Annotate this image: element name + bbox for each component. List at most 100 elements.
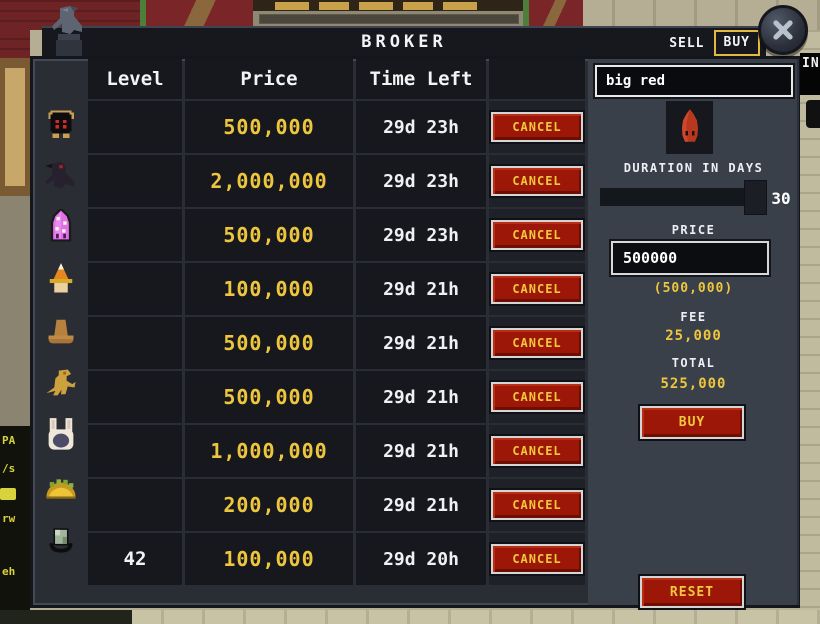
cancel-button[interactable]: CANCEL (489, 164, 585, 198)
cell-level (88, 155, 182, 207)
cell-actions: CANCEL (489, 263, 585, 315)
listing-item-candy-corn-helmet[interactable] (43, 261, 79, 297)
background-left-edge: PA /s rw eh (0, 30, 30, 624)
cell-price: 100,000 (185, 263, 353, 315)
chat-fragment: /s (2, 462, 16, 475)
total-label: TOTAL (671, 356, 716, 370)
cell-price: 500,000 (185, 209, 353, 261)
listing-item-bunny-mask[interactable] (43, 417, 79, 453)
cell-actions: CANCEL (489, 425, 585, 477)
cell-price: 500,000 (185, 317, 353, 369)
reset-button[interactable]: RESET (638, 574, 746, 610)
cell-level (88, 371, 182, 423)
listings-table: Level Price Time Left 500,000 29d 23h CA… (88, 59, 585, 585)
column-header-time-left: Time Left (356, 59, 486, 99)
duration-value: 30 (771, 189, 791, 208)
cell-time-left: 29d 20h (356, 533, 486, 585)
cancel-button[interactable]: CANCEL (489, 380, 585, 414)
mode-tabs: SELL BUY (669, 28, 760, 58)
background-right-wall (800, 30, 820, 624)
broker-panel: Level Price Time Left 500,000 29d 23h CA… (30, 56, 800, 610)
search-input[interactable] (593, 63, 795, 99)
listing-item-brown-hat[interactable] (43, 313, 79, 349)
background-green-post (523, 0, 529, 30)
cancel-button[interactable]: CANCEL (489, 218, 585, 252)
chat-emote-fragment (0, 488, 16, 500)
stone-pendant-icon (49, 528, 72, 553)
dino-cookie-icon (45, 369, 76, 396)
cell-price: 1,000,000 (185, 425, 353, 477)
listing-item-taco[interactable] (43, 469, 79, 505)
listing-item-sidebar (33, 59, 88, 605)
background-red-banner (145, 0, 253, 30)
price-label: PRICE (671, 223, 716, 237)
price-formatted: (500,000) (653, 281, 734, 296)
fee-value: 25,000 (665, 328, 722, 344)
cell-actions: CANCEL (489, 533, 585, 585)
cell-actions: CANCEL (489, 209, 585, 261)
duration-label: DURATION IN DAYS (623, 161, 764, 175)
cell-time-left: 29d 23h (356, 101, 486, 153)
cancel-button[interactable]: CANCEL (489, 110, 585, 144)
background-building (0, 0, 820, 30)
candy-corn-helmet-icon (49, 263, 72, 293)
taco-icon (45, 479, 76, 499)
crow-pet-icon (44, 161, 74, 189)
cell-time-left: 29d 21h (356, 479, 486, 531)
close-button[interactable] (758, 5, 808, 55)
tab-sell[interactable]: SELL (669, 35, 705, 51)
cell-level (88, 479, 182, 531)
close-icon (773, 20, 793, 40)
tab-buy[interactable]: BUY (713, 30, 760, 56)
cancel-button[interactable]: CANCEL (489, 542, 585, 576)
cell-level (88, 317, 182, 369)
big-red-pet-icon (681, 108, 698, 142)
broker-title-bar: BROKER SELL BUY (42, 26, 766, 56)
duration-slider-track[interactable] (600, 188, 766, 206)
duration-slider-handle[interactable] (745, 181, 766, 214)
listing-item-crow-pet[interactable] (43, 157, 79, 193)
cell-level (88, 263, 182, 315)
listing-item-spider-pet[interactable] (43, 105, 79, 141)
chat-fragment: rw (2, 512, 16, 525)
cell-time-left: 29d 23h (356, 209, 486, 261)
cell-level (88, 101, 182, 153)
price-input[interactable] (609, 239, 771, 277)
listing-item-stone-pendant[interactable] (43, 521, 79, 557)
cell-price: 200,000 (185, 479, 353, 531)
buy-panel: DURATION IN DAYS 30 PRICE (500,000) FEE … (588, 59, 799, 610)
cancel-button[interactable]: CANCEL (489, 488, 585, 522)
column-header-level: Level (88, 59, 182, 99)
cell-time-left: 29d 21h (356, 263, 486, 315)
window-title: BROKER (361, 32, 447, 52)
cell-level (88, 209, 182, 261)
total-value: 525,000 (660, 376, 727, 392)
background-inventory-item (806, 100, 820, 128)
background-red-banner (525, 0, 583, 30)
chat-fragment: PA (2, 434, 16, 447)
cell-actions: CANCEL (489, 371, 585, 423)
cell-time-left: 29d 21h (356, 317, 486, 369)
cell-level (88, 425, 182, 477)
cell-actions: CANCEL (489, 101, 585, 153)
column-header-price: Price (185, 59, 353, 99)
cell-price: 500,000 (185, 371, 353, 423)
cell-price: 2,000,000 (185, 155, 353, 207)
cancel-button[interactable]: CANCEL (489, 272, 585, 306)
cell-actions: CANCEL (489, 479, 585, 531)
buy-button[interactable]: BUY (638, 404, 746, 441)
background-shop-sign (253, 0, 525, 30)
listing-item-pink-crystal-pet[interactable] (43, 209, 79, 245)
brown-hat-icon (47, 319, 74, 344)
bunny-mask-icon (48, 418, 73, 450)
selected-item-box[interactable] (666, 101, 713, 154)
listing-item-dino-cookie[interactable] (43, 365, 79, 401)
cell-price: 100,000 (185, 533, 353, 585)
cancel-button[interactable]: CANCEL (489, 326, 585, 360)
cell-actions: CANCEL (489, 317, 585, 369)
cancel-button[interactable]: CANCEL (489, 434, 585, 468)
column-header-actions (489, 59, 585, 99)
cell-time-left: 29d 21h (356, 371, 486, 423)
fee-label: FEE (680, 310, 707, 324)
